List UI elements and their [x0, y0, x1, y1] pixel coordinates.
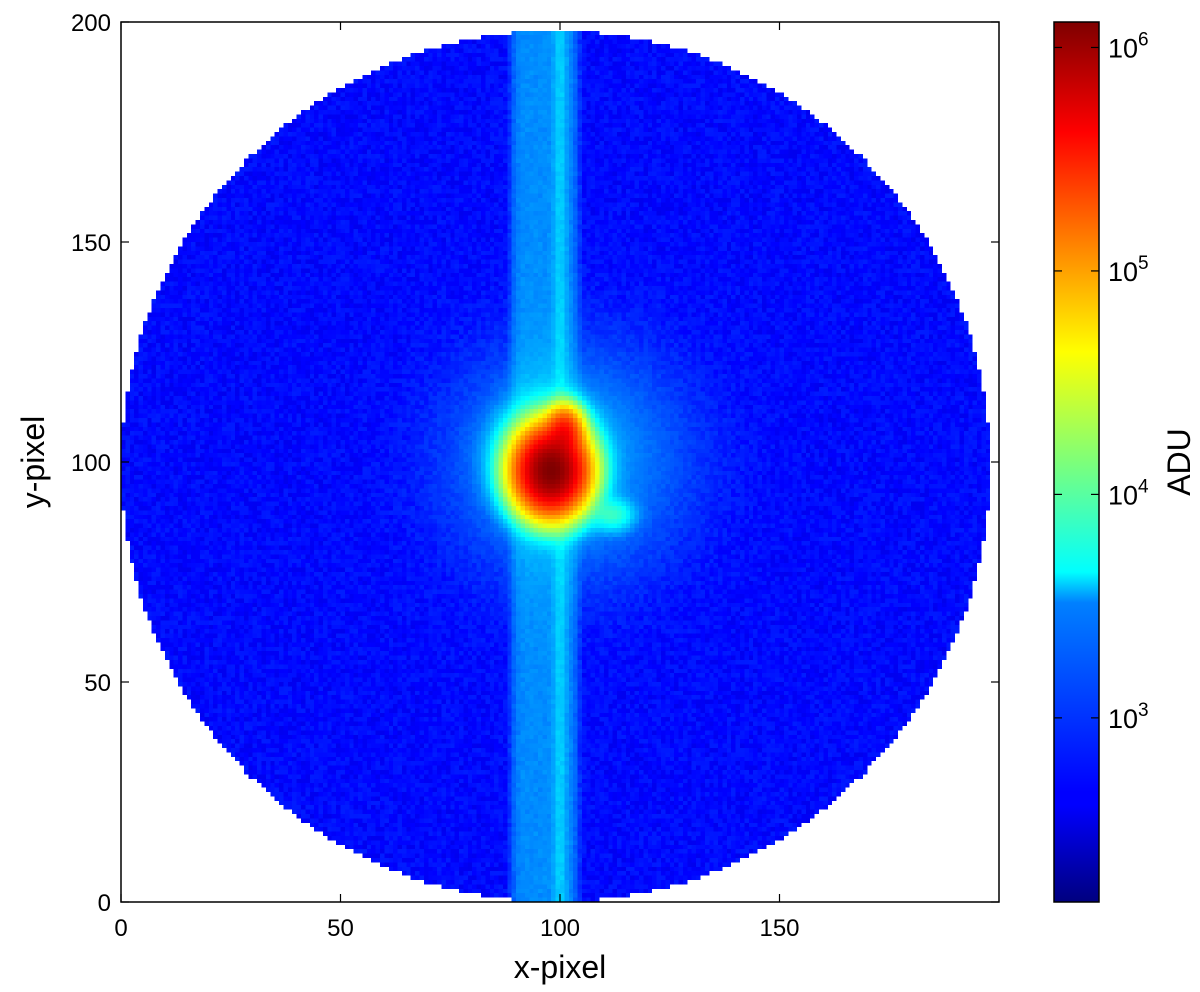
colorbar: 103 104 105 106 ADU [1053, 21, 1197, 903]
x-tick-label: 150 [759, 915, 799, 942]
colorbar-label: ADU [1161, 428, 1197, 496]
colorbar-ticks: 103 104 105 106 [1054, 29, 1149, 734]
heatmap-raster [121, 22, 999, 902]
x-tick-label: 50 [327, 915, 354, 942]
colorbar-gradient [1053, 21, 1100, 903]
y-axis-label: y-pixel [15, 416, 51, 508]
colorbar-tick-label: 106 [1108, 29, 1149, 63]
colorbar-tick-label: 105 [1108, 253, 1149, 287]
x-axis-label: x-pixel [514, 949, 606, 985]
x-axis-ticks: 0 50 100 150 [114, 22, 800, 942]
y-tick-label: 150 [71, 230, 111, 257]
y-tick-label: 200 [71, 10, 111, 37]
heatmap-image [121, 22, 999, 902]
y-tick-label: 50 [84, 670, 111, 697]
y-tick-label: 100 [71, 450, 111, 477]
y-axis-ticks: 0 50 100 150 200 [71, 10, 999, 917]
x-tick-label: 100 [540, 915, 580, 942]
colorbar-tick-label: 104 [1108, 476, 1149, 510]
y-tick-label: 0 [98, 890, 111, 917]
colorbar-tick-label: 103 [1108, 700, 1149, 734]
x-tick-label: 0 [114, 915, 127, 942]
